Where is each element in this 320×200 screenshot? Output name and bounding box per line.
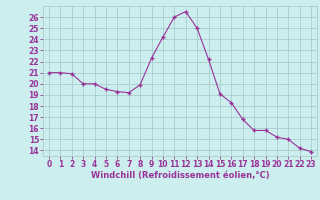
X-axis label: Windchill (Refroidissement éolien,°C): Windchill (Refroidissement éolien,°C) [91,171,269,180]
